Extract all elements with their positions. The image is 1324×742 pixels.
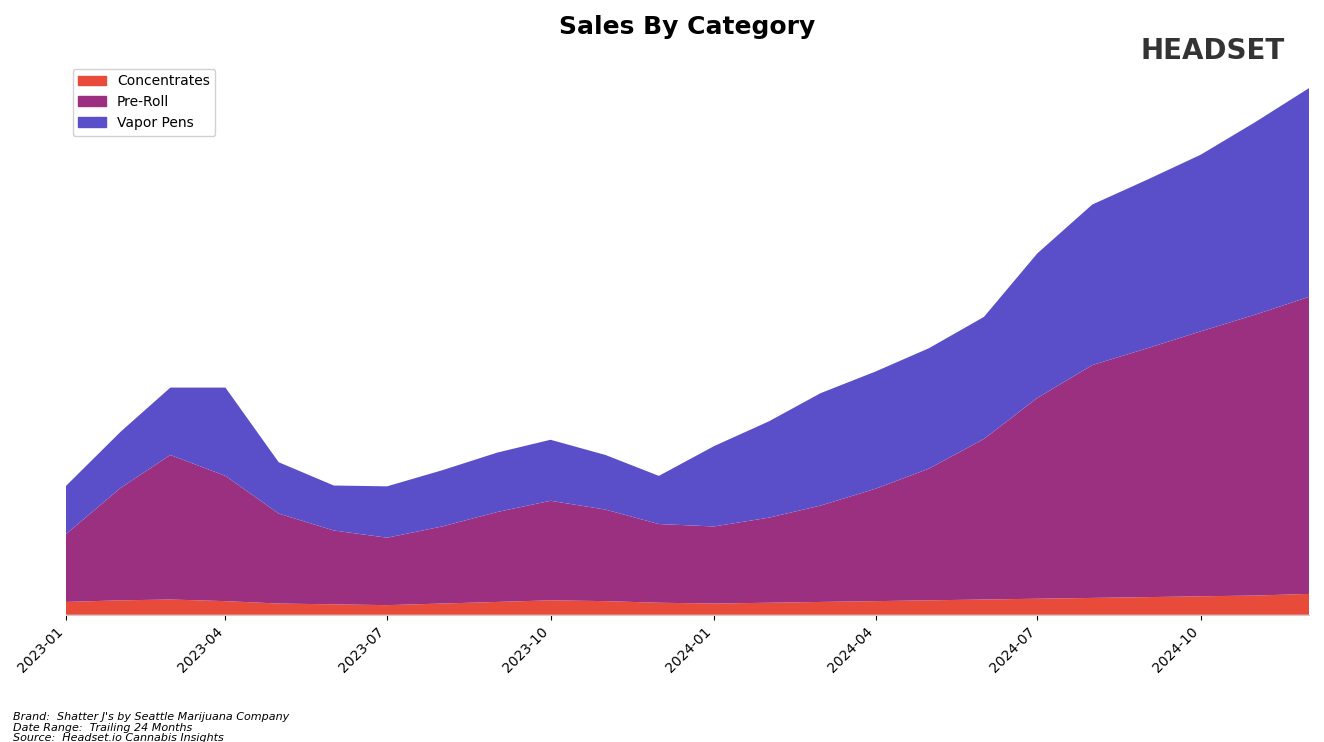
Text: Source:  Headset.io Cannabis Insights: Source: Headset.io Cannabis Insights <box>13 733 224 742</box>
Text: Date Range:  Trailing 24 Months: Date Range: Trailing 24 Months <box>13 723 192 733</box>
Legend: Concentrates, Pre-Roll, Vapor Pens: Concentrates, Pre-Roll, Vapor Pens <box>73 69 216 136</box>
Title: Sales By Category: Sales By Category <box>559 15 816 39</box>
Text: Brand:  Shatter J's by Seattle Marijuana Company: Brand: Shatter J's by Seattle Marijuana … <box>13 712 290 722</box>
Text: HEADSET: HEADSET <box>1140 37 1284 65</box>
